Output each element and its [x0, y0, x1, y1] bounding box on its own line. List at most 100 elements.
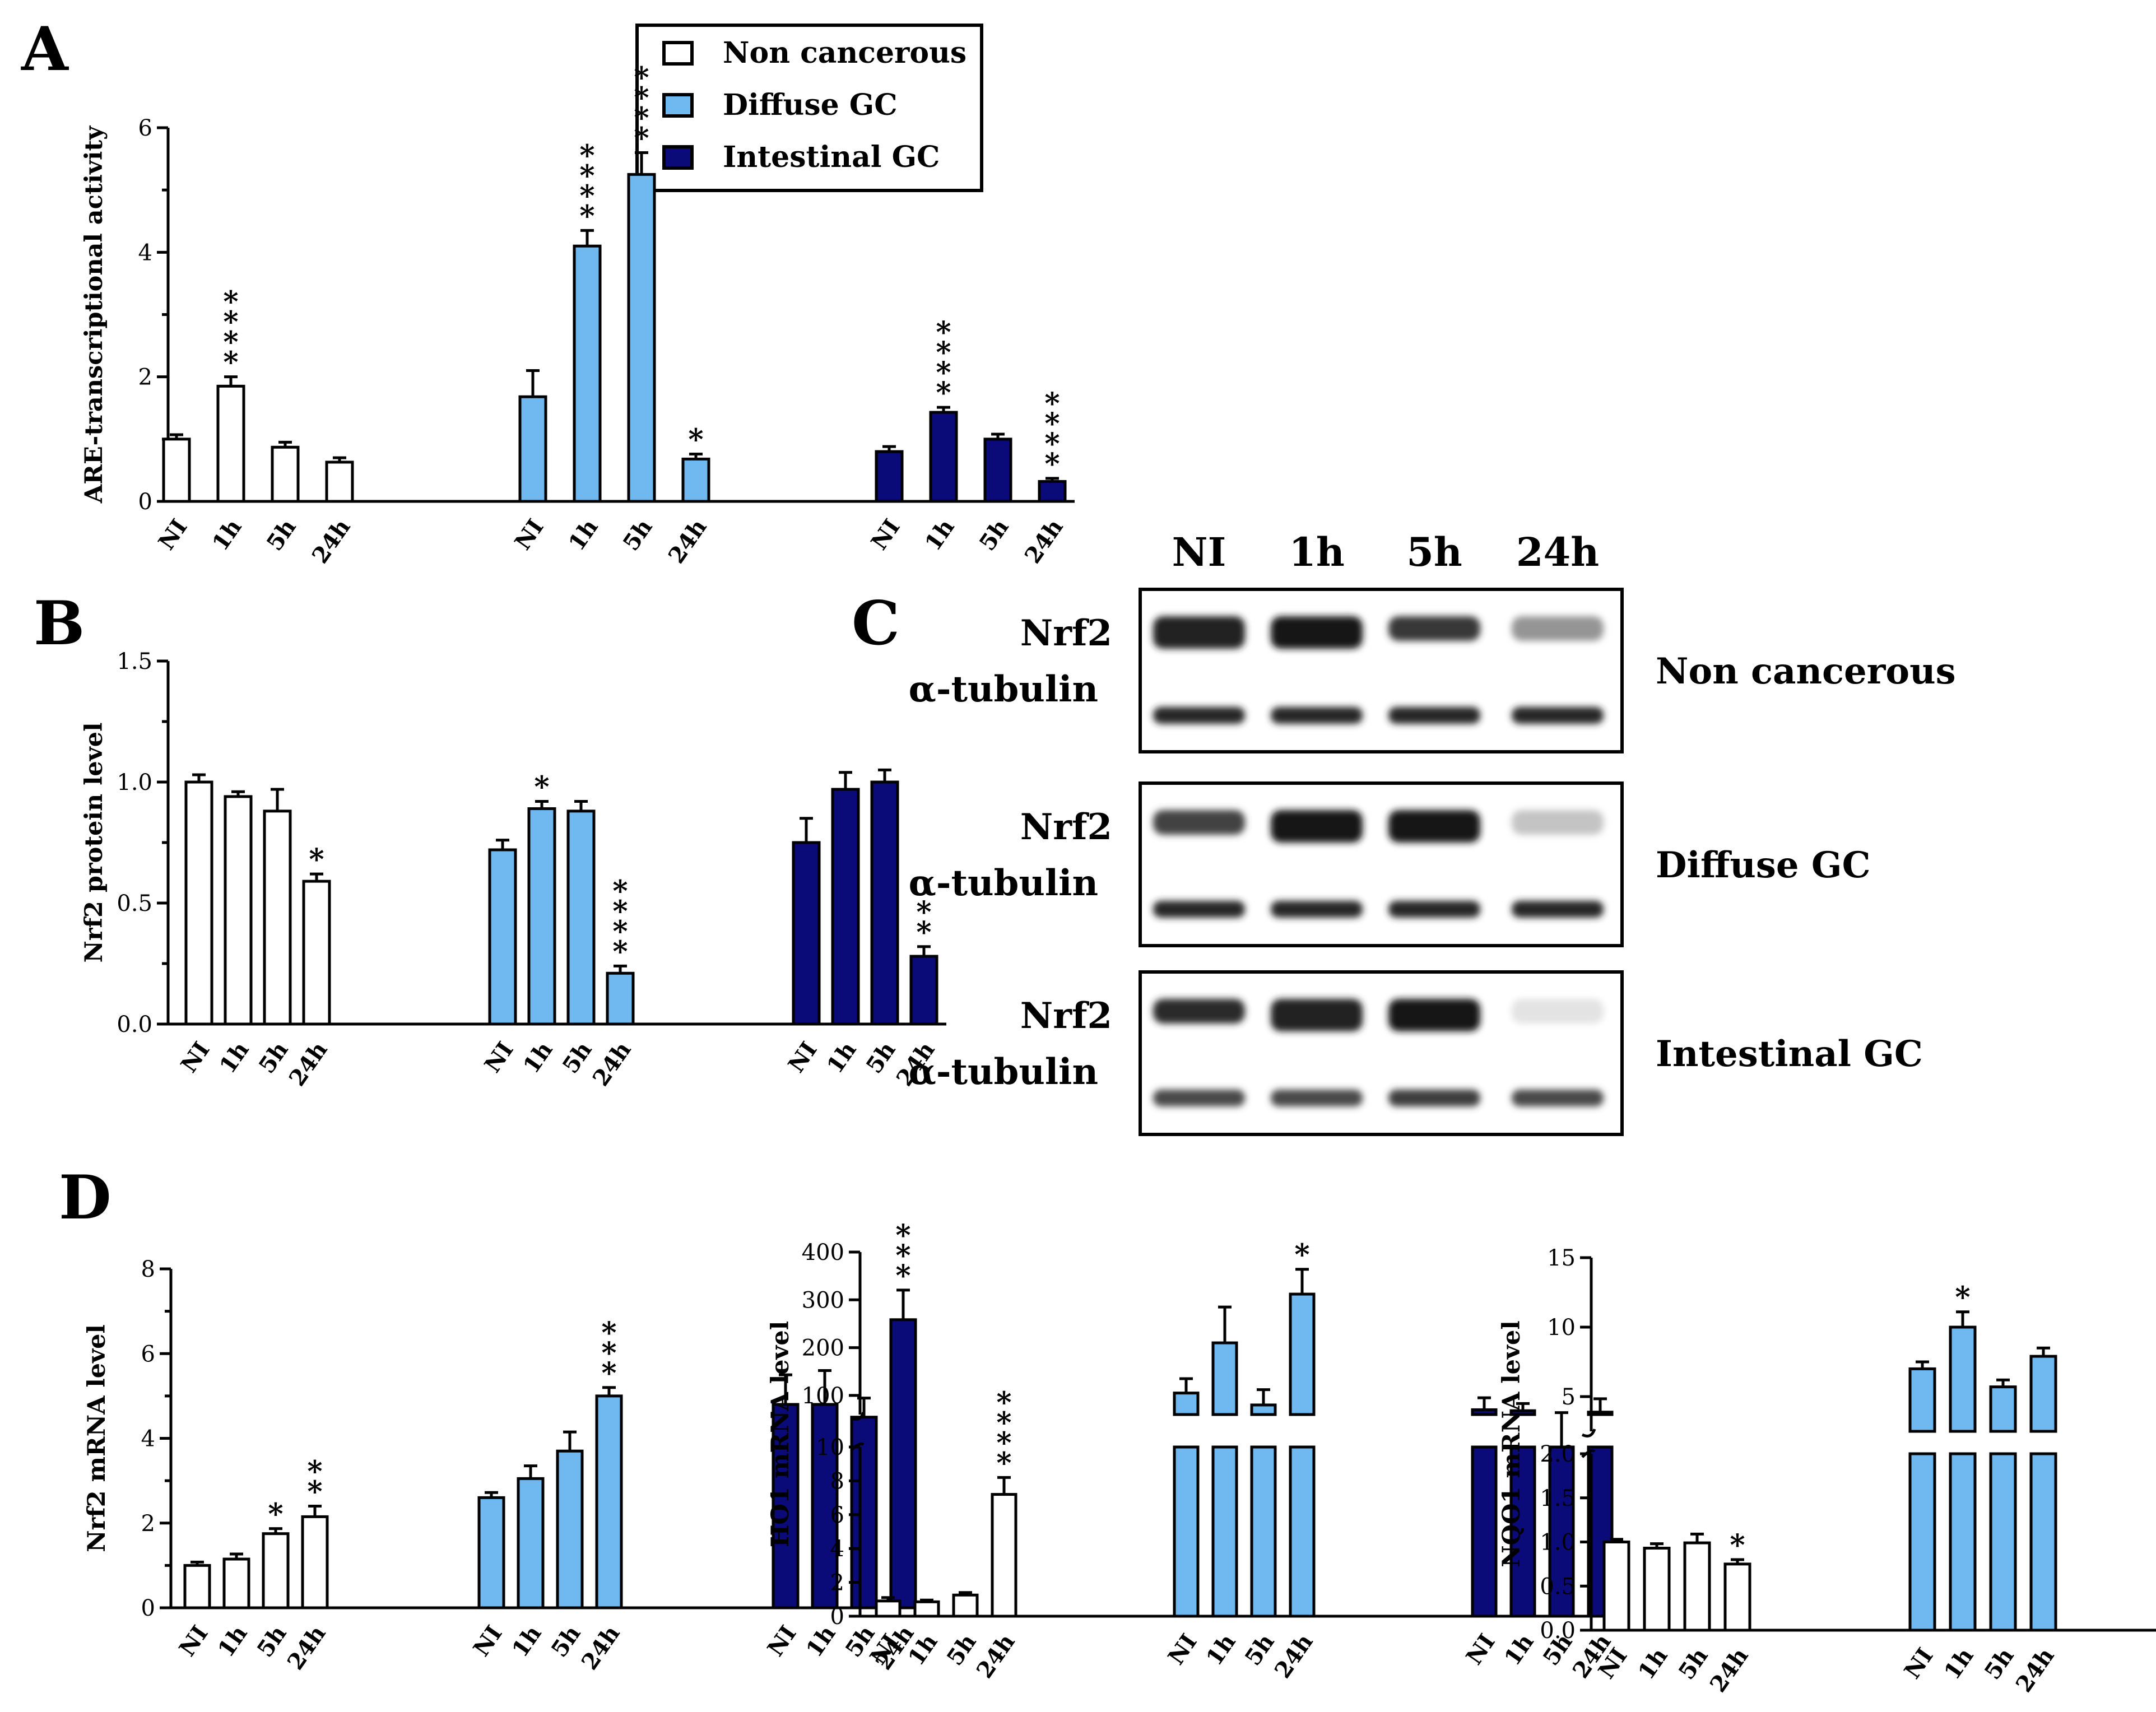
bar-D1-non-cancerous-1h: [222, 1557, 250, 1609]
cat-label-A-g1-1h: 1h: [564, 514, 603, 556]
y-tick-label-A-0: 0: [138, 489, 152, 515]
sig-A-g0-c1-1: *: [223, 325, 238, 360]
y-tick-label-upper-D3-0: 5: [1562, 1384, 1576, 1410]
y-label-D2: HO1 mRNA level: [766, 1321, 794, 1547]
bar-D3-diffuse-gc-24h-lower: [2029, 1452, 2057, 1632]
y-tick-label-B-0: 0.0: [117, 1012, 152, 1038]
y-tick-label-A-3: 6: [138, 115, 152, 141]
bar-D2-intestinal-gc-ni-upper: [1471, 1408, 1498, 1416]
cat-label-D2-g1-1h: 1h: [1201, 1629, 1241, 1671]
bar-D2-diffuse-gc-1h-lower: [1211, 1445, 1238, 1618]
bar-D3-diffuse-gc-5h-upper: [1989, 1385, 2017, 1433]
band-tubulin-non-cancerous-1h: [1271, 707, 1363, 724]
band-nrf2-intestinal-gc-5h: [1388, 999, 1480, 1031]
sig-A-g0-c1-0: *: [223, 346, 238, 380]
sig-D2-g0-c3-1: *: [996, 1426, 1011, 1460]
sig-B-g1-c1-0: *: [534, 770, 549, 804]
cat-label-A-g1-ni: NI: [509, 514, 549, 555]
sig-D2-g0-c3-0: *: [996, 1446, 1011, 1480]
cat-label-B-g0-1h: 1h: [215, 1037, 254, 1078]
band-nrf2-intestinal-gc-24h: [1512, 999, 1604, 1024]
bar-B-diffuse-gc-5h: [566, 810, 596, 1026]
sig-A-g0-c1-3: *: [223, 285, 238, 319]
legend-label-intestinal-gc: Intestinal GC: [723, 140, 940, 174]
band-nrf2-intestinal-gc-1h: [1271, 999, 1363, 1031]
axis-break-upper-D3: [1581, 1429, 1596, 1437]
bar-D2-non-cancerous-24h: [991, 1493, 1017, 1618]
blot-row-tubulin-intestinal-gc: α-tubulin: [909, 1051, 1098, 1093]
y-tick-label-upper-D2-0: 100: [802, 1383, 844, 1409]
sig-D1-g1-c3-0: *: [601, 1356, 616, 1390]
cat-label-D1-g1-ni: NI: [468, 1621, 507, 1661]
cat-label-D1-g0-24h: 24h: [282, 1621, 331, 1674]
bar-A-diffuse-gc-24h: [681, 457, 710, 503]
sig-A-g2-c1-1: *: [936, 356, 951, 390]
legend: Non cancerous Diffuse GC Intestinal GC: [635, 24, 983, 192]
band-tubulin-non-cancerous-ni: [1153, 707, 1245, 724]
blot-diffuse-gc: Nrf2 α-tubulin Diffuse GC: [909, 781, 1871, 947]
bar-B-intestinal-gc-ni: [792, 841, 821, 1026]
sig-D2-g0-c3-2: *: [996, 1406, 1011, 1440]
band-nrf2-non-cancerous-ni: [1153, 616, 1245, 649]
band-tubulin-intestinal-gc-24h: [1512, 1090, 1604, 1106]
band-tubulin-non-cancerous-24h: [1512, 707, 1604, 724]
y-label-B: Nrf2 protein level: [80, 723, 108, 963]
bar-D2-diffuse-gc-ni-lower: [1173, 1445, 1200, 1618]
bar-D3-non-cancerous-5h: [1683, 1541, 1711, 1632]
y-tick-label-lower-D2-5: 10: [816, 1435, 844, 1460]
cat-label-A-g2-5h: 5h: [974, 514, 1014, 556]
cat-label-D3-g1-1h: 1h: [1939, 1643, 1979, 1685]
bar-D1-diffuse-gc-ni: [477, 1496, 505, 1609]
blot-box-diffuse-gc: [1139, 781, 1624, 947]
cat-label-D3-g0-24h: 24h: [1705, 1643, 1754, 1697]
cat-label-D1-g1-1h: 1h: [507, 1621, 547, 1662]
band-tubulin-non-cancerous-5h: [1388, 707, 1480, 724]
cat-label-B-g1-ni: NI: [479, 1037, 518, 1077]
bar-A-diffuse-gc-5h: [627, 173, 656, 503]
sig-D1-g0-c2-0: *: [268, 1497, 283, 1532]
bar-D1-non-cancerous-5h: [262, 1532, 290, 1609]
y-label-D1: Nrf2 mRNA level: [83, 1324, 111, 1552]
cat-label-D3-g1-ni: NI: [1899, 1643, 1938, 1683]
bar-D3-diffuse-gc-24h-upper: [2029, 1355, 2057, 1433]
panel-letter-a: A: [21, 14, 69, 85]
y-label-D3: NQO1 mRNA level: [1498, 1320, 1526, 1567]
panel-letter-d: D: [59, 1162, 111, 1233]
sig-B-g2-c3-1: *: [916, 895, 931, 929]
y-tick-label-upper-D2-3: 400: [802, 1240, 844, 1266]
band-tubulin-intestinal-gc-ni: [1153, 1090, 1245, 1106]
bar-A-diffuse-gc-ni: [518, 395, 547, 503]
bar-D2-non-cancerous-1h: [913, 1600, 940, 1618]
bar-D1-intestinal-gc-1h: [811, 1403, 839, 1609]
cat-label-A-g2-ni: NI: [866, 514, 905, 555]
bar-D3-non-cancerous-1h: [1643, 1547, 1671, 1632]
bar-B-intestinal-gc-24h: [909, 955, 938, 1026]
bar-D1-intestinal-gc-24h: [889, 1318, 917, 1609]
y-tick-label-upper-D3-1: 10: [1547, 1315, 1576, 1341]
y-label-A: ARE-transcriptional activity: [80, 125, 108, 504]
cat-label-A-g0-ni: NI: [153, 514, 192, 555]
band-nrf2-non-cancerous-5h: [1388, 616, 1480, 641]
blot-col-24h: 24h: [1516, 529, 1599, 575]
sig-D1-g0-c3-1: *: [307, 1455, 322, 1489]
sig-A-g2-c3-2: *: [1044, 407, 1060, 441]
blot-row-nrf2-diffuse-gc: Nrf2: [1020, 806, 1112, 848]
blot-col-ni: NI: [1172, 529, 1226, 575]
bar-A-non-cancerous-24h: [325, 460, 354, 503]
bar-D2-diffuse-gc-1h-upper: [1211, 1341, 1238, 1416]
panel-letter-b: B: [34, 588, 85, 659]
sig-A-g1-c2-0: *: [634, 121, 649, 155]
bar-A-non-cancerous-5h: [271, 445, 300, 503]
legend-swatch-diffuse-gc: [662, 93, 694, 118]
sig-A-g2-c1-3: *: [936, 315, 951, 350]
cat-label-A-g0-1h: 1h: [207, 514, 247, 556]
sig-D2-g0-c3-3: *: [996, 1385, 1011, 1420]
y-tick-label-upper-D3-2: 15: [1547, 1245, 1576, 1271]
sig-A-g2-c3-0: *: [1044, 447, 1060, 481]
sig-D1-g1-c3-1: *: [601, 1336, 616, 1370]
cat-label-D2-g2-ni: NI: [1461, 1629, 1500, 1669]
cat-label-D1-g2-ni: NI: [762, 1621, 801, 1661]
